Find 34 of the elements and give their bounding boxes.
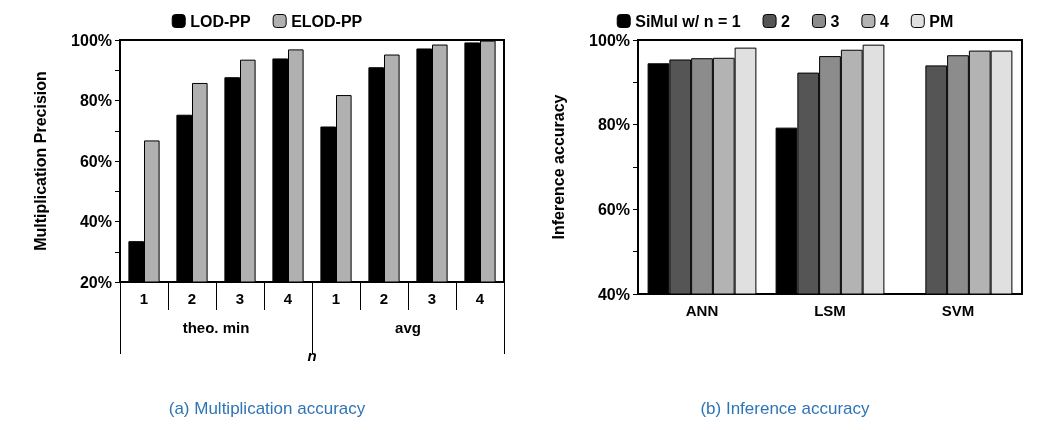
y-tick-label: 40% bbox=[597, 285, 630, 303]
text: theo. min bbox=[182, 319, 250, 336]
x-tick-label: 4 bbox=[475, 290, 485, 307]
x-tick-label: 4 bbox=[283, 290, 293, 307]
y-tick-label: 60% bbox=[79, 152, 112, 170]
y-axis-title: Inference accuracy bbox=[549, 94, 567, 240]
legend-label: 4 bbox=[879, 12, 889, 30]
y-tick-label: 20% bbox=[79, 273, 112, 291]
legend-label: LOD-PP bbox=[190, 12, 251, 30]
text: avg bbox=[395, 319, 421, 336]
legend-label: ELOD-PP bbox=[291, 12, 363, 30]
x-tick-label: SVM bbox=[941, 302, 975, 319]
x-tick-label: LSM bbox=[814, 302, 846, 319]
y-tick-label: 80% bbox=[597, 116, 630, 134]
legend-label: PM bbox=[929, 12, 954, 30]
x-tick-label: 2 bbox=[187, 290, 197, 307]
legend-label: SiMul w/ n = 1 bbox=[635, 12, 741, 30]
text: (a) Multiplication accuracy bbox=[168, 399, 366, 418]
y-axis-title: Multiplication Precision bbox=[31, 71, 49, 251]
x-tick-label: 1 bbox=[139, 290, 149, 307]
y-tick-label: 60% bbox=[597, 200, 630, 218]
x-tick-label: 3 bbox=[235, 290, 245, 307]
text: (b) Inference accuracy bbox=[700, 399, 871, 418]
y-tick-label: 40% bbox=[79, 213, 112, 230]
x-tick-label: 3 bbox=[427, 290, 437, 307]
x-axis-title: n bbox=[307, 347, 317, 364]
y-tick-label: 100% bbox=[589, 31, 630, 49]
legend-label: 3 bbox=[830, 12, 840, 30]
x-tick-label: 2 bbox=[379, 290, 389, 307]
x-tick-label: ANN bbox=[685, 302, 719, 319]
legend-label: 2 bbox=[781, 12, 791, 30]
x-tick-label: 1 bbox=[331, 290, 341, 307]
y-tick-label: 100% bbox=[71, 31, 112, 49]
y-tick-label: 80% bbox=[79, 92, 112, 109]
